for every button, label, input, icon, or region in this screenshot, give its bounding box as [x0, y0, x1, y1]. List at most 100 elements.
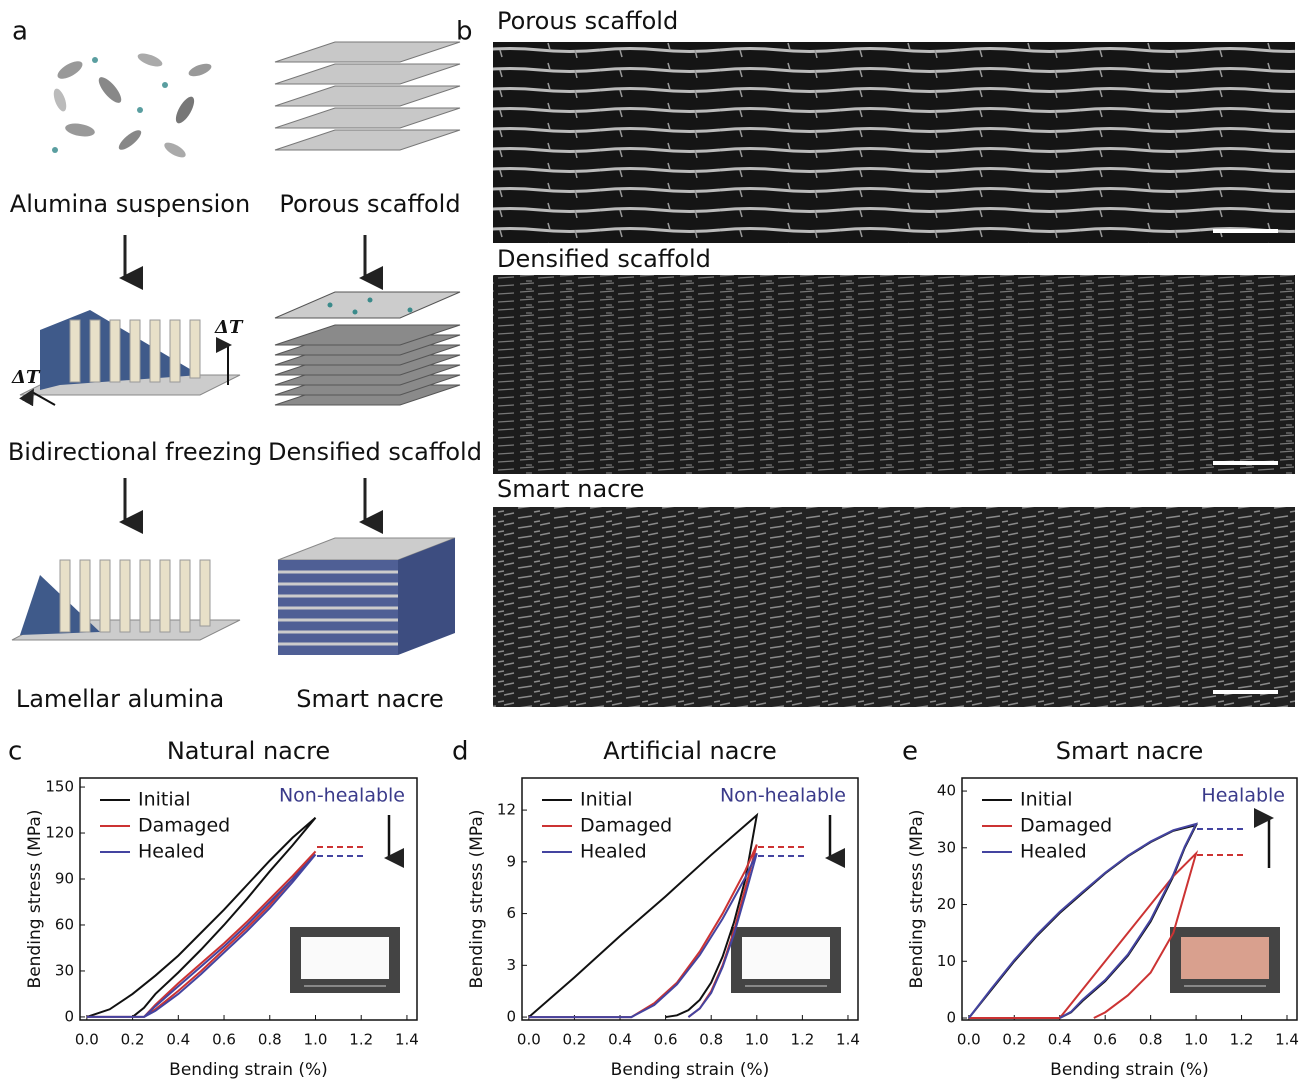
legend-label: Healed [138, 841, 205, 863]
sem-title: Porous scaffold [497, 7, 678, 35]
legend-label: Initial [138, 789, 191, 811]
x-tick-label: 1.0 [745, 1031, 769, 1049]
y-tick-label: 40 [937, 782, 956, 800]
y-axis-label: Bending stress (MPa) [25, 810, 45, 989]
x-tick-label: 1.2 [790, 1031, 814, 1049]
caption: Densified scaffold [268, 438, 482, 466]
x-tick-label: 1.4 [395, 1031, 419, 1049]
annotation: Non-healable [720, 785, 846, 807]
y-tick-label: 0 [946, 1009, 956, 1027]
sem-image [493, 275, 1295, 474]
sem-image [493, 42, 1295, 243]
x-tick-label: 0.8 [699, 1031, 723, 1049]
x-tick-label: 1.2 [1230, 1031, 1254, 1049]
y-tick-label: 6 [506, 904, 516, 922]
inset-photo [1181, 937, 1269, 979]
x-tick-label: 1.0 [304, 1031, 328, 1049]
caption: Porous scaffold [279, 190, 460, 218]
series-line [968, 850, 1199, 1020]
y-tick-label: 30 [937, 838, 956, 856]
x-tick-label: 0.4 [608, 1031, 632, 1049]
annotation: Non-healable [279, 785, 405, 807]
x-tick-label: 0.0 [957, 1031, 981, 1049]
series-line [528, 812, 759, 1019]
plot-frame [79, 777, 418, 1021]
y-tick-label: 0 [506, 1008, 516, 1026]
panel-label: a [12, 17, 28, 47]
legend-label: Damaged [580, 815, 672, 837]
series-line [86, 850, 317, 1018]
freezing-mold [19, 310, 241, 396]
x-axis-label: Bending strain (%) [611, 1060, 770, 1080]
x-tick-label: 1.0 [1184, 1031, 1208, 1049]
suspension-illustration [52, 53, 212, 158]
y-tick-label: 120 [45, 824, 74, 842]
scaffold-stack [274, 41, 461, 151]
densified-stack [274, 291, 461, 406]
plot-frame [521, 777, 859, 1021]
y-tick-label: 10 [937, 952, 956, 970]
panel-label: e [902, 737, 918, 767]
legend-label: Damaged [1020, 815, 1112, 837]
legend-label: Damaged [138, 815, 230, 837]
x-tick-label: 0.8 [1139, 1031, 1163, 1049]
y-axis-label: Bending stress (MPa) [907, 810, 927, 989]
panel-label: b [456, 17, 473, 47]
series-line [528, 844, 758, 1019]
legend-label: Initial [580, 789, 633, 811]
sem-image [493, 507, 1295, 707]
y-tick-label: 150 [45, 778, 74, 796]
series-line [86, 853, 317, 1018]
panel-label: c [8, 737, 22, 767]
legend-label: Initial [1020, 789, 1073, 811]
legend-label: Healed [1020, 841, 1087, 863]
x-tick-label: 0.0 [75, 1031, 99, 1049]
delta-t: ΔT [214, 317, 244, 338]
caption: Smart nacre [296, 685, 443, 713]
legend-label: Healed [580, 841, 647, 863]
arrow [19, 388, 56, 407]
plot-frame [961, 777, 1298, 1021]
y-tick-label: 30 [55, 961, 74, 979]
y-tick-label: 60 [55, 915, 74, 933]
caption: Alumina suspension [10, 190, 250, 218]
panel-label: d [452, 737, 469, 767]
x-axis-label: Bending strain (%) [169, 1060, 328, 1080]
lamellar-illustration [11, 559, 241, 641]
nacre-block [277, 537, 456, 655]
y-tick-label: 20 [937, 895, 956, 913]
x-tick-label: 0.2 [562, 1031, 586, 1049]
y-tick-label: 0 [64, 1007, 74, 1025]
y-tick-label: 9 [506, 852, 516, 870]
chart-title: Artificial nacre [603, 737, 777, 765]
series-line [968, 822, 1198, 1019]
x-tick-label: 0.0 [517, 1031, 541, 1049]
chart-title: Smart nacre [1056, 737, 1203, 765]
y-tick-label: 90 [55, 869, 74, 887]
inset-photo [301, 937, 389, 979]
series-line [528, 852, 758, 1019]
x-tick-label: 1.4 [1275, 1031, 1299, 1049]
y-tick-label: 3 [506, 956, 516, 974]
y-tick-label: 12 [497, 801, 516, 819]
chart-title: Natural nacre [167, 737, 330, 765]
sem-title: Smart nacre [497, 475, 644, 503]
annotation: Healable [1201, 785, 1285, 807]
caption: Lamellar alumina [16, 685, 224, 713]
x-tick-label: 0.2 [1002, 1031, 1026, 1049]
x-tick-label: 0.6 [1093, 1031, 1117, 1049]
x-tick-label: 0.4 [166, 1031, 190, 1049]
x-tick-label: 0.6 [212, 1031, 236, 1049]
x-tick-label: 0.8 [258, 1031, 282, 1049]
x-axis-label: Bending strain (%) [1050, 1060, 1209, 1080]
sem-title: Densified scaffold [497, 245, 711, 273]
delta-t: ΔT [11, 367, 41, 388]
x-tick-label: 0.4 [1048, 1031, 1072, 1049]
caption: Bidirectional freezing [8, 438, 262, 466]
y-axis-label: Bending stress (MPa) [467, 810, 487, 989]
x-tick-label: 1.4 [836, 1031, 860, 1049]
inset-photo [742, 937, 830, 979]
x-tick-label: 1.2 [349, 1031, 373, 1049]
x-tick-label: 0.6 [654, 1031, 678, 1049]
